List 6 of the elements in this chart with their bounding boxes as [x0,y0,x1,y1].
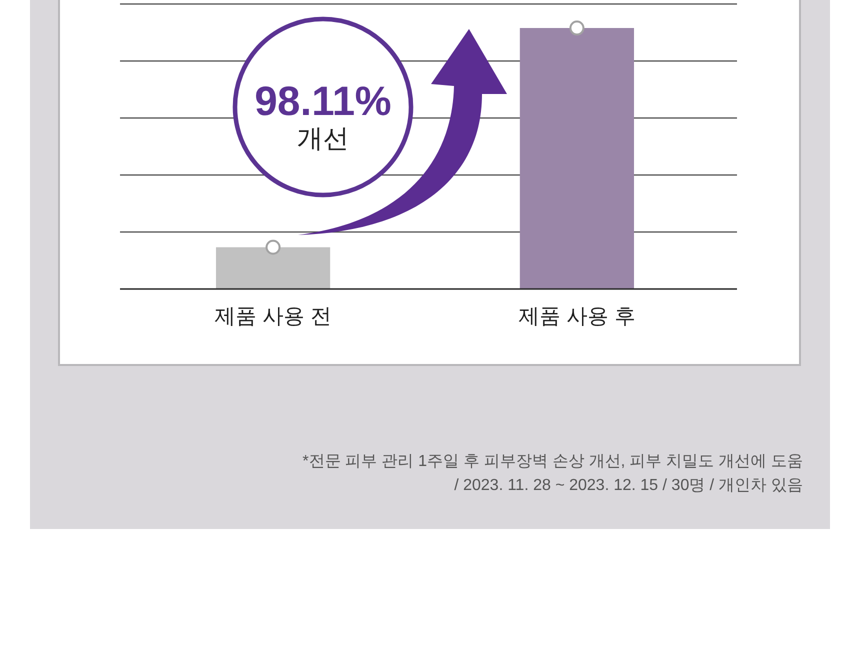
annotation: 98.11% [254,78,392,124]
text: / 2023. 11. 28 ~ 2023. 12. 15 / 30명 / 개인차 있음 [454,477,803,494]
annotation: 개선 [297,123,349,153]
text: *전문 피부 관리 1주일 후 피부장벽 손상 개선, 피부 치밀도 개선에 도움 [302,453,803,470]
x-tick-label: 제품 사용 후 [518,305,636,328]
x-tick-label: 제품 사용 전 [214,305,332,328]
